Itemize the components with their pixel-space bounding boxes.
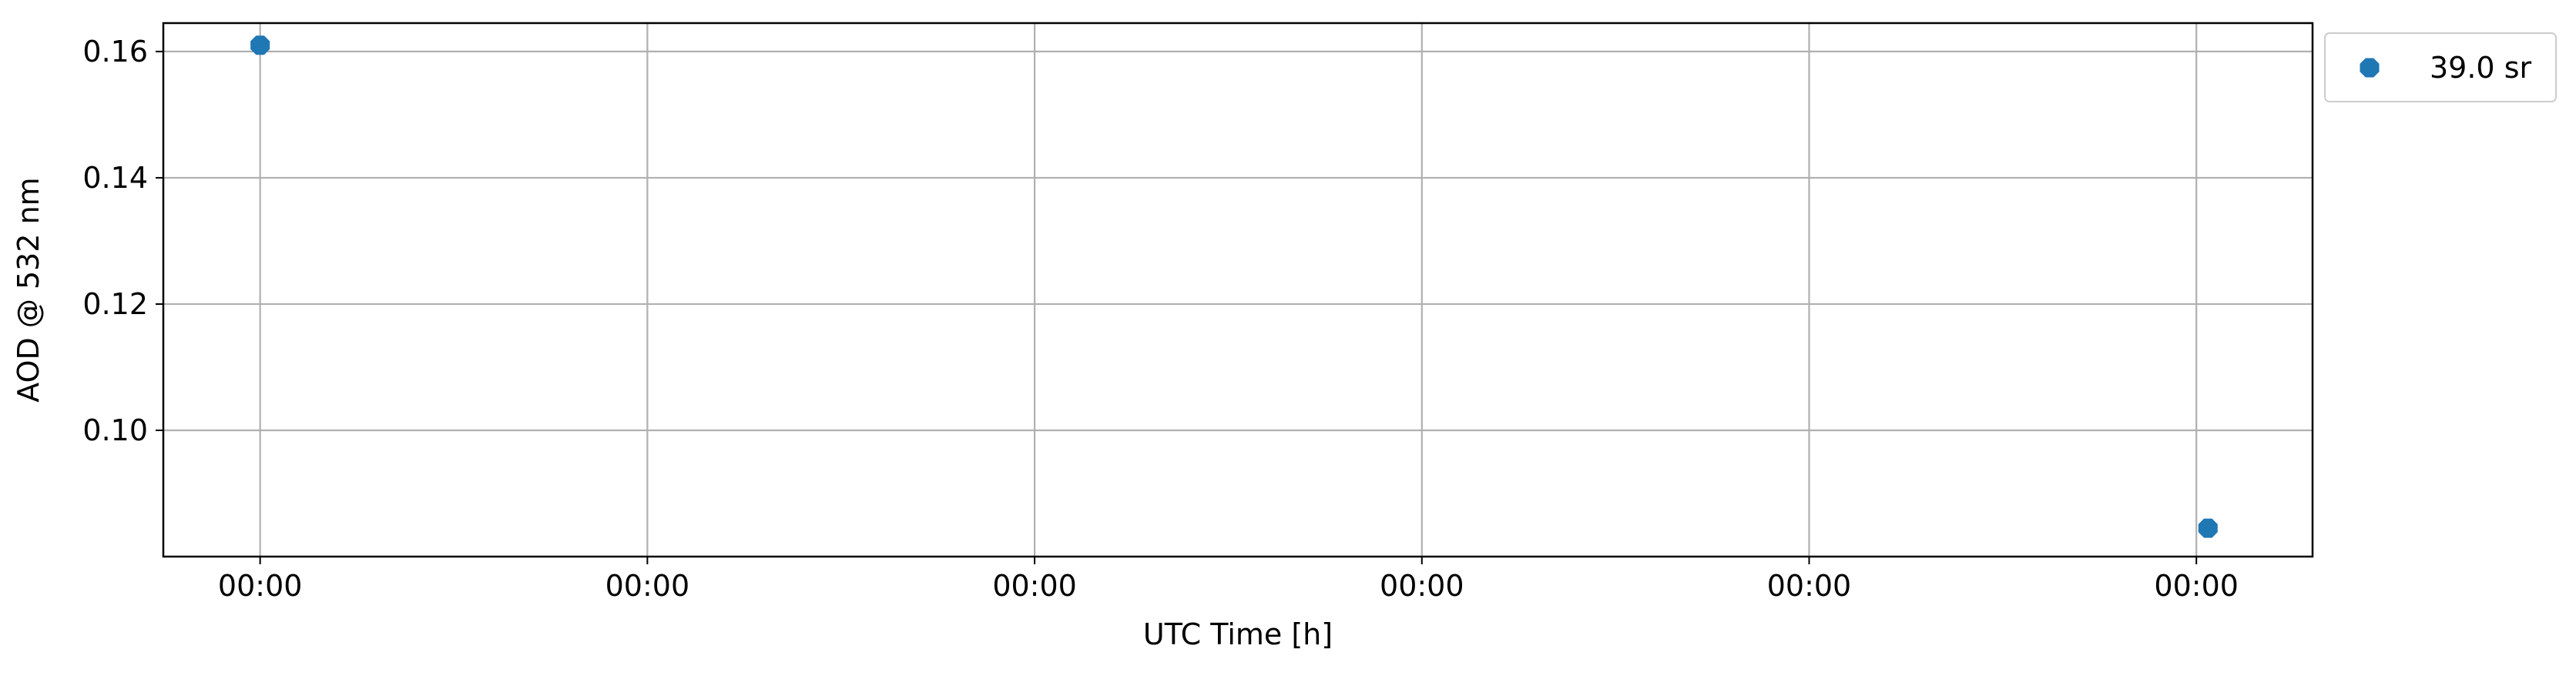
legend-marker-icon — [2360, 58, 2380, 78]
legend-marker-shape — [2360, 58, 2380, 78]
x-axis-label: UTC Time [h] — [1143, 617, 1333, 651]
legend-label: 39.0 sr — [2430, 51, 2531, 85]
y-axis-label: AOD @ 532 nm — [12, 177, 45, 402]
legend-box — [2324, 32, 2557, 102]
y-tick-label: 0.16 — [82, 35, 148, 69]
legend: 39.0 sr — [2324, 32, 2557, 102]
x-tick-label: 00:00 — [992, 569, 1077, 603]
scatter-point — [250, 35, 270, 55]
grid — [163, 23, 2313, 557]
y-tick-label: 0.12 — [82, 287, 148, 321]
scatter-point — [2198, 518, 2218, 538]
y-tick-label: 0.14 — [82, 161, 148, 195]
y-tick-label: 0.10 — [82, 413, 148, 447]
x-tick-label: 00:00 — [605, 569, 690, 603]
x-tick-label: 00:00 — [2154, 569, 2239, 603]
axis-ticks: 00:00 00:00 00:00 00:00 00:00 00:00 0.10 0.12 0.… — [82, 35, 2239, 603]
data-points — [250, 35, 2218, 538]
x-tick-label: 00:00 — [1380, 569, 1464, 603]
x-tick-label: 00:00 — [1767, 569, 1852, 603]
plot-area-frame — [162, 22, 2314, 558]
x-tick-label: 00:00 — [218, 569, 303, 603]
